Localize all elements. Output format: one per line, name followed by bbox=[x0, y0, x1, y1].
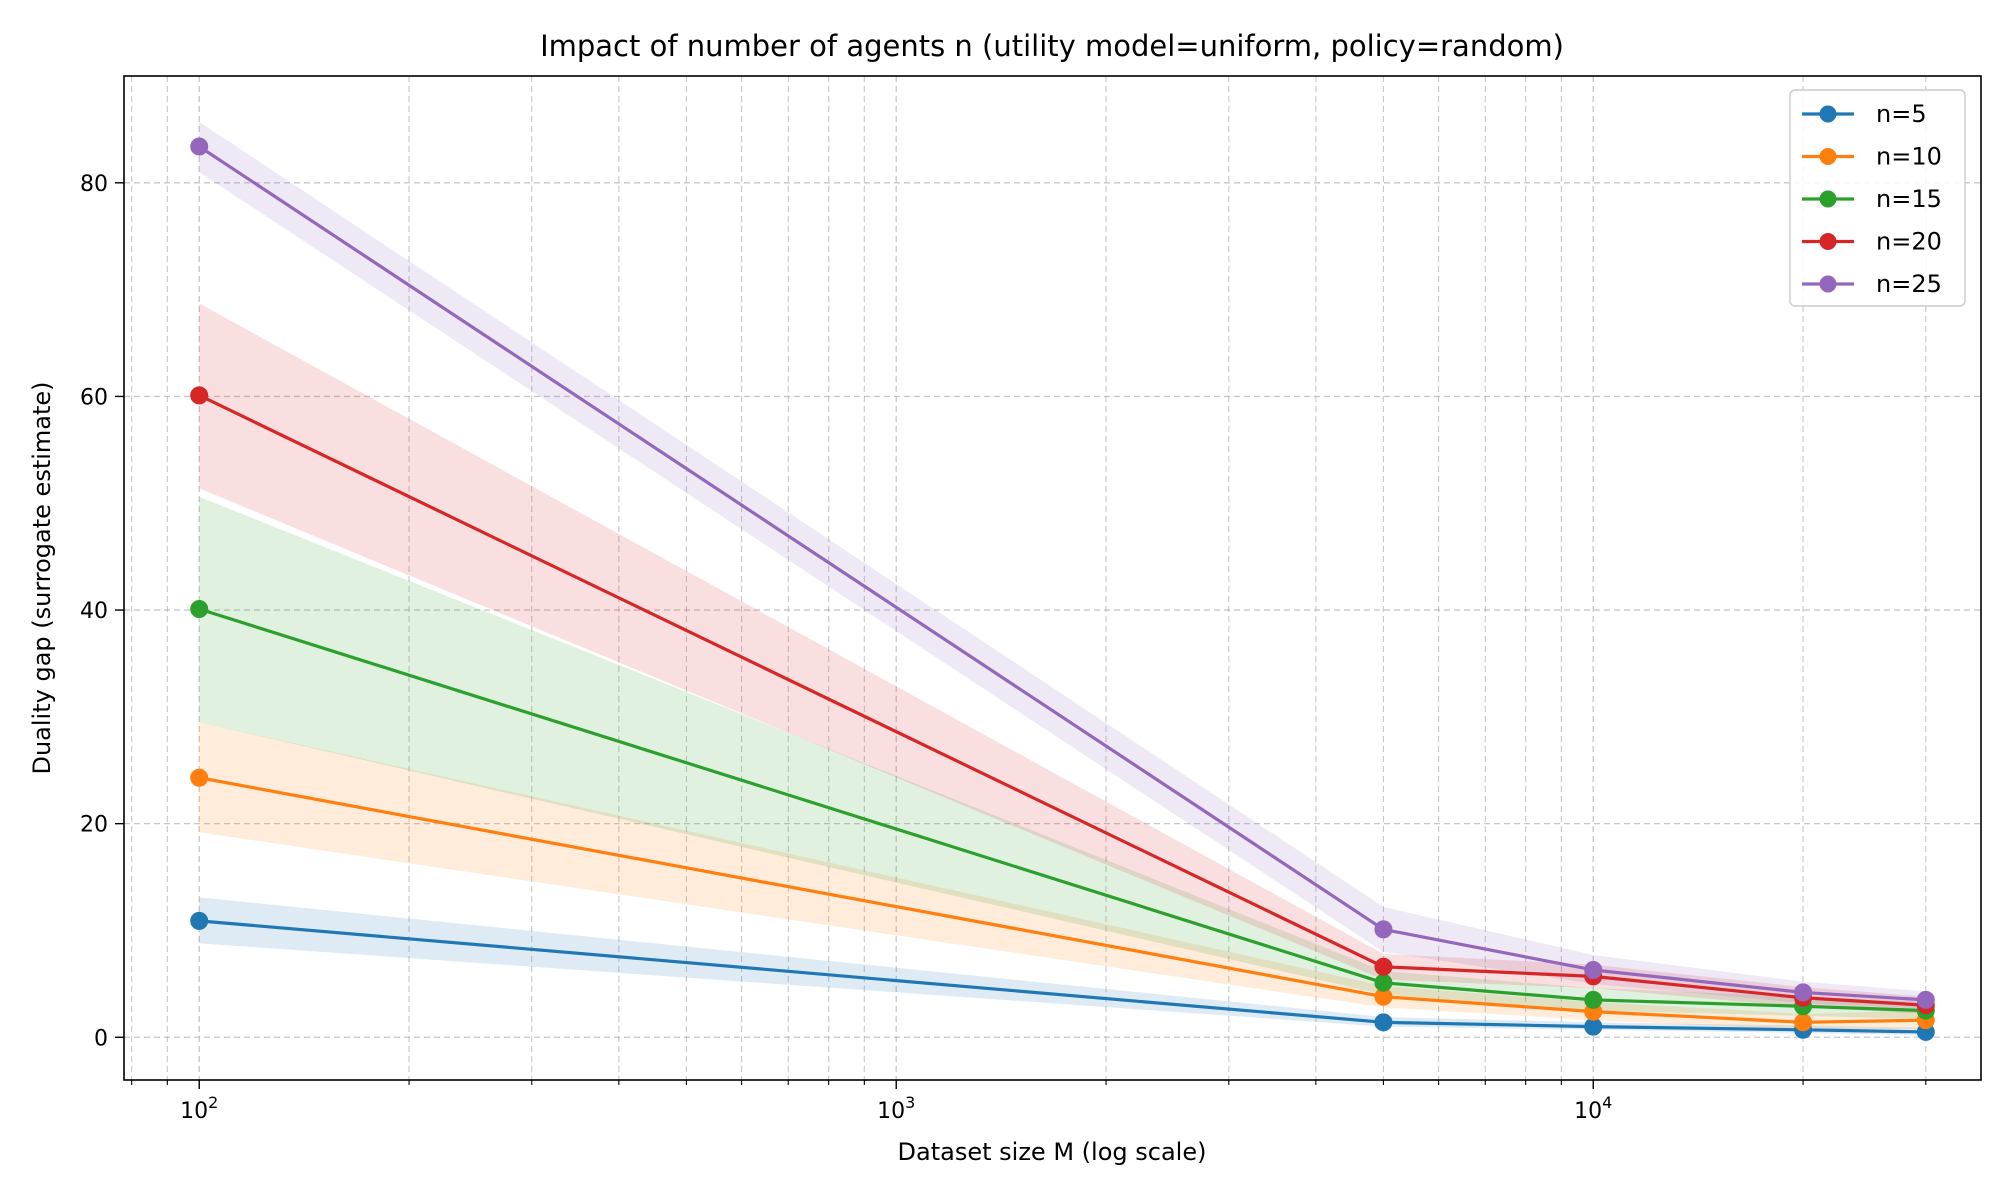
x-tick-label: 104 bbox=[1574, 1093, 1612, 1124]
x-axis-label: Dataset size M (log scale) bbox=[898, 1138, 1207, 1166]
data-point bbox=[1374, 1013, 1393, 1032]
data-point bbox=[1794, 1013, 1813, 1032]
grid bbox=[124, 76, 1981, 1080]
legend-swatch-marker bbox=[1819, 190, 1837, 208]
legend-swatch-marker bbox=[1819, 148, 1837, 165]
legend: n=5 n=10 n=15 n=20 n=25 bbox=[1789, 89, 1966, 307]
legend-box bbox=[1789, 89, 1966, 307]
data-point bbox=[1794, 983, 1813, 1002]
legend-label: n=5 bbox=[1876, 100, 1927, 128]
data-point bbox=[1374, 920, 1393, 939]
legend-label: n=10 bbox=[1876, 143, 1942, 171]
confidence-band bbox=[199, 722, 1926, 1030]
confidence-band bbox=[199, 897, 1926, 1036]
legend-label: n=20 bbox=[1876, 228, 1942, 256]
plot-frame bbox=[123, 75, 1982, 1081]
data-point bbox=[1374, 957, 1393, 976]
y-tick-label: 20 bbox=[80, 813, 108, 838]
data-point bbox=[190, 768, 209, 787]
legend-label: n=15 bbox=[1876, 185, 1942, 213]
data-point bbox=[1374, 973, 1393, 992]
legend-swatch-marker bbox=[1819, 233, 1837, 250]
confidence-band bbox=[199, 496, 1926, 1020]
data-point bbox=[1584, 990, 1603, 1009]
chart-title: Impact of number of agents n (utility mo… bbox=[540, 29, 1564, 63]
x-tick-label: 103 bbox=[877, 1093, 915, 1124]
x-tick-label: 102 bbox=[180, 1093, 218, 1124]
y-axis-label: Duality gap (surrogate estimate) bbox=[28, 381, 56, 774]
y-tick-label: 80 bbox=[80, 172, 108, 197]
confidence-bands bbox=[199, 121, 1926, 1036]
legend-label: n=25 bbox=[1876, 270, 1942, 298]
legend-swatch-marker bbox=[1819, 275, 1837, 293]
data-point bbox=[1584, 1017, 1603, 1036]
data-point bbox=[190, 386, 209, 405]
data-point bbox=[190, 911, 209, 930]
data-point bbox=[190, 137, 209, 156]
data-point bbox=[190, 599, 209, 618]
y-tick-label: 0 bbox=[94, 1026, 108, 1051]
data-point bbox=[1916, 990, 1935, 1009]
axis-ticks: 0 20 40 60 80 102 103 104 bbox=[80, 172, 1927, 1124]
legend-swatch-marker bbox=[1819, 105, 1837, 123]
y-tick-label: 40 bbox=[80, 599, 108, 624]
data-point bbox=[1584, 960, 1603, 979]
y-tick-label: 60 bbox=[80, 385, 108, 410]
series-lines bbox=[190, 137, 1935, 1041]
